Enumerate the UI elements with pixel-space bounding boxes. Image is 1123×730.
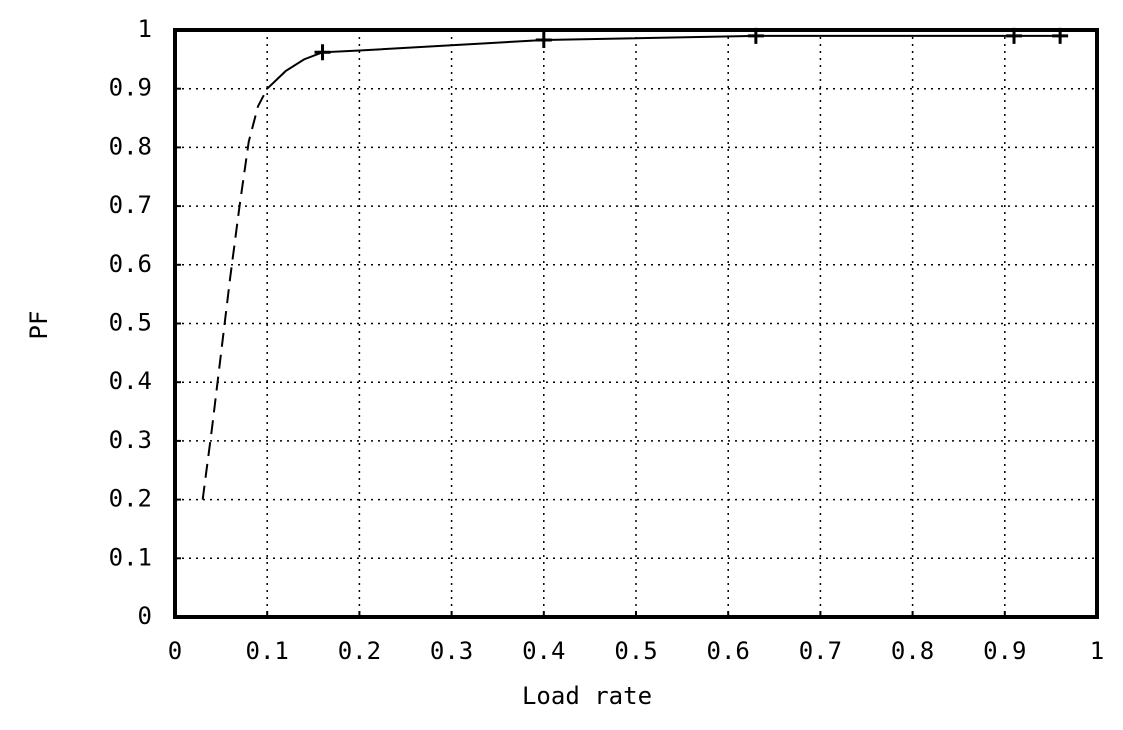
x-tick-label: 0.4 <box>522 637 565 665</box>
data-marker <box>535 31 552 48</box>
data-marker <box>1052 27 1069 44</box>
y-tick-label: 0.3 <box>109 426 152 454</box>
y-tick-label: 0.7 <box>109 191 152 219</box>
x-tick-label: 0.8 <box>891 637 934 665</box>
y-tick-label: 0.5 <box>109 309 152 337</box>
x-tick-label: 0.3 <box>430 637 473 665</box>
data-marker <box>314 44 331 61</box>
plot-frame <box>173 28 1099 619</box>
data-line <box>201 88 269 500</box>
x-axis-label: Load rate <box>522 682 652 710</box>
y-tick-label: 0.8 <box>109 132 152 160</box>
x-tick-label: 1 <box>1090 637 1104 665</box>
y-tick-label: 0.9 <box>109 74 152 102</box>
x-tick-label: 0.7 <box>799 637 842 665</box>
x-tick-label: 0.6 <box>707 637 750 665</box>
x-tick-label: 0.1 <box>246 637 289 665</box>
y-tick-label: 0.2 <box>109 485 152 513</box>
data-marker <box>747 27 764 44</box>
y-tick-label: 0 <box>138 602 152 630</box>
data-marker <box>1006 27 1023 44</box>
x-tick-label: 0.5 <box>614 637 657 665</box>
y-tick-label: 0.4 <box>109 367 152 395</box>
data-line <box>266 34 1061 90</box>
x-tick-label: 0.2 <box>338 637 381 665</box>
y-tick-label: 1 <box>138 15 152 43</box>
y-axis-label: PF <box>25 311 53 340</box>
x-tick-label: 0 <box>168 637 182 665</box>
y-tick-label: 0.6 <box>109 250 152 278</box>
y-tick-label: 0.1 <box>109 543 152 571</box>
x-tick-label: 0.9 <box>983 637 1026 665</box>
